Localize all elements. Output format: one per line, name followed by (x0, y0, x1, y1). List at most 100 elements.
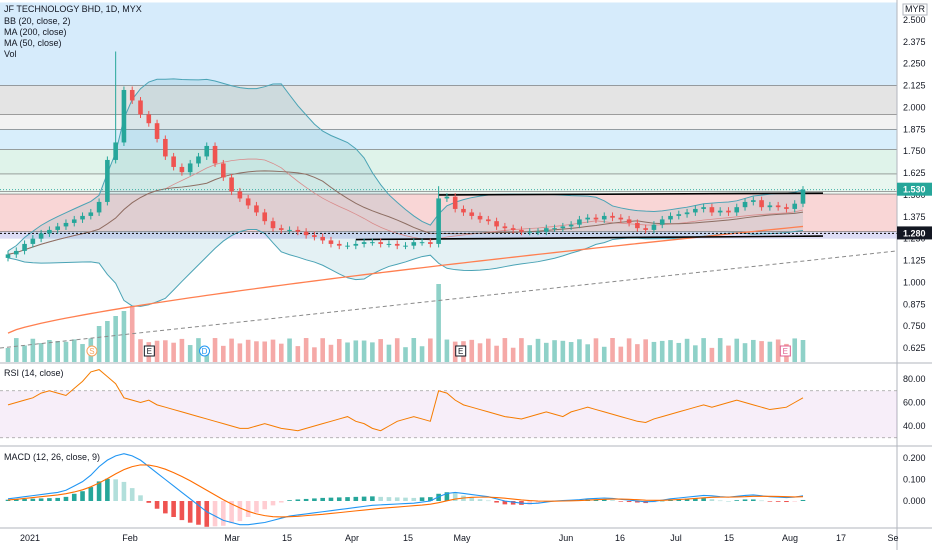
macd-histogram-bar (47, 498, 52, 501)
candle-body (411, 242, 417, 246)
macd-histogram-bar (38, 498, 44, 501)
rsi-band (0, 390, 897, 438)
candle-body (560, 226, 566, 229)
candle-body (30, 238, 36, 244)
macd-histogram-bar (179, 501, 185, 521)
event-marker[interactable]: E (143, 345, 155, 357)
volume-bar (742, 343, 748, 362)
macd-histogram-bar (428, 497, 433, 501)
macd-histogram-bar (353, 496, 359, 501)
event-circle[interactable] (199, 345, 211, 357)
volume-bar (684, 338, 690, 362)
macd-histogram-bar (303, 498, 309, 501)
macd-tick-label: 0.000 (903, 496, 926, 506)
volume-bar (486, 338, 491, 362)
candle-body (767, 205, 773, 208)
volume-bar (370, 342, 375, 362)
volume-bar (187, 345, 193, 362)
fib-zone (0, 2, 897, 86)
candle-body (96, 201, 102, 213)
candle-body (63, 222, 69, 227)
event-marker[interactable]: S (86, 345, 98, 357)
volume-bar (411, 338, 417, 362)
macd-histogram-bar (477, 499, 483, 501)
macd-histogram-bar (345, 497, 350, 501)
macd-histogram-bar (30, 498, 36, 501)
event-marker[interactable]: E (455, 345, 467, 357)
volume-bar (651, 341, 657, 362)
macd-histogram-bar (154, 501, 160, 509)
candle-body (759, 200, 764, 208)
macd-histogram-bar (452, 493, 458, 501)
date-tick-label: Apr (345, 533, 359, 543)
volume-bar (734, 338, 740, 362)
macd-histogram-bar (792, 501, 798, 502)
volume-bar (601, 346, 607, 362)
macd-histogram-bar (767, 501, 773, 502)
legend-title: JF TECHNOLOGY BHD, 1D, MYX (4, 4, 142, 14)
candle-body (461, 208, 466, 213)
volume-bar (5, 348, 11, 362)
price-tick-label: 1.000 (903, 277, 926, 287)
candle-body (146, 114, 152, 124)
event-circle[interactable] (86, 345, 98, 357)
volume-bar (113, 316, 118, 362)
macd-histogram-bar (129, 488, 135, 501)
candle-body (22, 243, 27, 251)
candle-body (287, 229, 292, 231)
event-box[interactable] (779, 345, 791, 357)
legend-line: BB (20, close, 2) (4, 16, 71, 26)
event-box[interactable] (455, 345, 467, 357)
macd-histogram-bar (403, 497, 408, 501)
event-label: D (202, 347, 208, 356)
date-tick-label: Se (887, 533, 898, 543)
volume-bar (659, 340, 665, 362)
volume-bar (287, 338, 292, 362)
macd-histogram-bar (163, 501, 168, 514)
candle-body (187, 163, 193, 173)
macd-histogram-bar (88, 487, 94, 501)
bb-fill (8, 78, 803, 307)
macd-histogram-bar (676, 499, 682, 501)
candle-body (129, 89, 135, 101)
volume-bar (436, 284, 441, 362)
settings-corner[interactable] (903, 533, 927, 546)
date-tick-label: Jun (559, 533, 574, 543)
volume-bar (80, 344, 85, 362)
candle-body (312, 235, 317, 237)
event-box[interactable] (143, 345, 155, 357)
legend-line: MA (50, close) (4, 38, 62, 48)
macd-histogram-bar (419, 497, 425, 501)
fib-zone (0, 173, 897, 192)
candle-body (701, 207, 706, 209)
macd-histogram-bar (394, 497, 400, 501)
rsi-label: RSI (14, close) (4, 368, 64, 378)
fib-zone (0, 129, 897, 150)
volume-bar (767, 341, 773, 362)
candle-body (659, 219, 665, 225)
event-marker[interactable]: D (199, 345, 211, 357)
volume-bar (312, 347, 317, 362)
price-tick-label: 1.375 (903, 212, 926, 222)
candle-body (643, 228, 648, 230)
rsi-tick-label: 40.00 (903, 421, 926, 431)
volume-bar (386, 344, 392, 362)
volume-bar (535, 338, 541, 362)
macd-histogram-bar (436, 493, 441, 501)
candle-body (593, 217, 599, 220)
price-tick-label: 1.750 (903, 146, 926, 156)
volume-bar (303, 338, 309, 362)
candle-body (105, 159, 110, 202)
candle-body (361, 242, 367, 244)
volume-bar (477, 343, 483, 362)
macd-histogram-bar (336, 497, 342, 501)
event-marker[interactable]: E (779, 345, 791, 357)
candle-body (154, 123, 160, 139)
candle-body (5, 254, 11, 258)
date-tick-label: Aug (782, 533, 798, 543)
candle-body (370, 242, 375, 244)
candle-body (502, 226, 508, 229)
macd-histogram-bar (502, 501, 508, 505)
